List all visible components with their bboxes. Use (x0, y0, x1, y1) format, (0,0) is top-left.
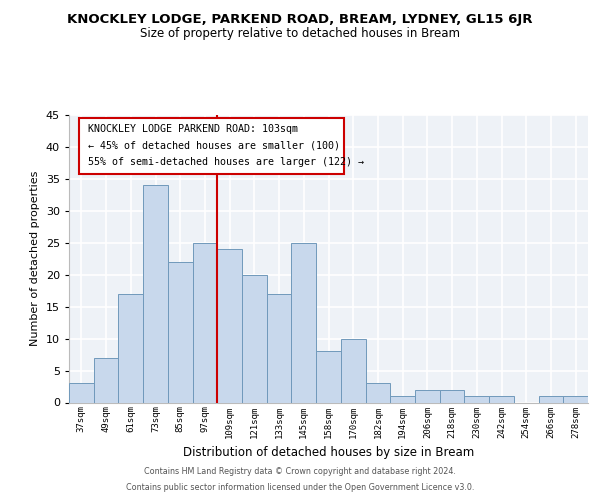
X-axis label: Distribution of detached houses by size in Bream: Distribution of detached houses by size … (183, 446, 474, 459)
Bar (69, 384, 94, 402)
Bar (267, 294, 292, 403)
Bar (193, 243, 217, 402)
Bar (316, 352, 341, 403)
Bar (464, 396, 489, 402)
Bar (118, 294, 143, 403)
Text: Contains public sector information licensed under the Open Government Licence v3: Contains public sector information licen… (126, 484, 474, 492)
Text: ← 45% of detached houses are smaller (100): ← 45% of detached houses are smaller (10… (88, 140, 340, 150)
FancyBboxPatch shape (79, 118, 344, 174)
Y-axis label: Number of detached properties: Number of detached properties (30, 171, 40, 346)
Bar (539, 396, 563, 402)
Text: Contains HM Land Registry data © Crown copyright and database right 2024.: Contains HM Land Registry data © Crown c… (144, 467, 456, 476)
Text: KNOCKLEY LODGE, PARKEND ROAD, BREAM, LYDNEY, GL15 6JR: KNOCKLEY LODGE, PARKEND ROAD, BREAM, LYD… (67, 12, 533, 26)
Bar (341, 338, 365, 402)
Bar (94, 358, 118, 403)
Text: Size of property relative to detached houses in Bream: Size of property relative to detached ho… (140, 28, 460, 40)
Text: KNOCKLEY LODGE PARKEND ROAD: 103sqm: KNOCKLEY LODGE PARKEND ROAD: 103sqm (88, 124, 298, 134)
Bar (217, 249, 242, 402)
Bar (168, 262, 193, 402)
Bar (489, 396, 514, 402)
Bar (242, 274, 267, 402)
Text: 55% of semi-detached houses are larger (122) →: 55% of semi-detached houses are larger (… (88, 156, 364, 166)
Bar (390, 396, 415, 402)
Bar (292, 243, 316, 402)
Bar (143, 186, 168, 402)
Bar (365, 384, 390, 402)
Bar (563, 396, 588, 402)
Bar (415, 390, 440, 402)
Bar (440, 390, 464, 402)
